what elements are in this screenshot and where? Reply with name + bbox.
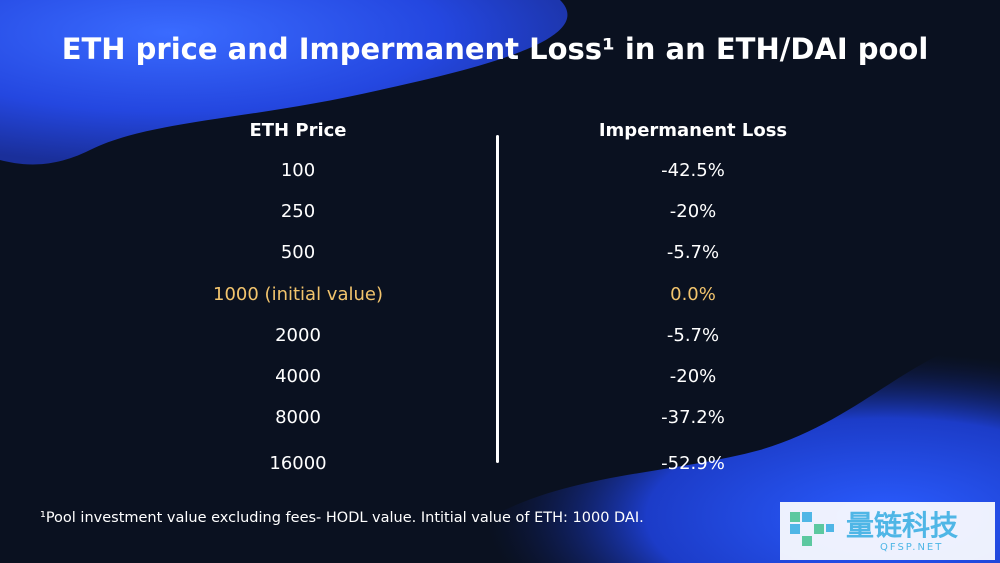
table-cell: 2000 — [275, 325, 321, 346]
watermark-url: QFSP.NET — [880, 542, 944, 553]
table-cell: 4000 — [275, 366, 321, 387]
table-cell: 0.0% — [670, 284, 716, 305]
table-cell: 16000 — [269, 453, 327, 474]
table-cell: 500 — [280, 242, 316, 263]
watermark-name: 量链科技 — [846, 509, 959, 542]
table-cell: 250 — [280, 201, 316, 222]
table-cell: -5.7% — [666, 325, 720, 346]
table-cell: -37.2% — [661, 407, 725, 428]
table-cell: 100 — [280, 160, 316, 181]
column-header: Impermanent Loss — [598, 120, 788, 141]
column-header: ETH Price — [249, 120, 347, 141]
footnote: ¹Pool investment value excluding fees- H… — [40, 510, 644, 526]
divider — [496, 135, 499, 463]
watermark: 量链科技 QFSP.NET — [780, 502, 995, 560]
title: ETH price and Impermanent Loss¹ in an ET… — [61, 32, 929, 66]
table-cell: -42.5% — [661, 160, 725, 181]
table-cell: -5.7% — [666, 242, 720, 263]
table-cell: -20% — [669, 366, 717, 387]
table-cell: 1000 (initial value) — [213, 284, 383, 305]
table-cell: -52.9% — [661, 453, 725, 474]
table-cell: -20% — [669, 201, 717, 222]
table-cell: 8000 — [275, 407, 321, 428]
watermark-logo — [790, 512, 834, 546]
